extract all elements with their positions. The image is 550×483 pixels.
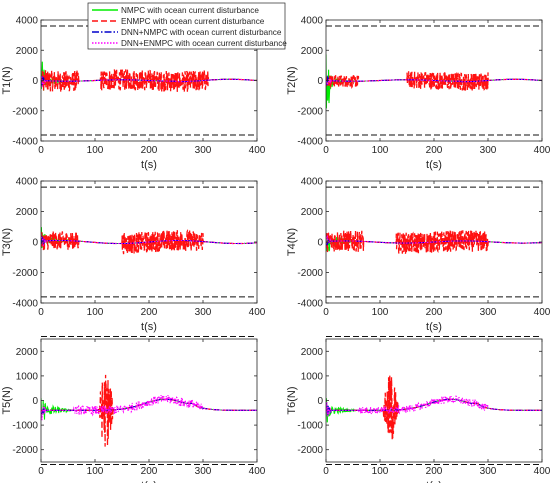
ytick-label: 2000 xyxy=(301,347,324,358)
ytick-label: 4000 xyxy=(16,177,39,188)
series-T5-4 xyxy=(41,394,257,421)
legend-label: DNN+NMPC with ocean current disturbance xyxy=(121,28,282,37)
subplot-T2: 0 100 200 300 400 -4000 -2000 0 2000 4000 t(s) T2(N… xyxy=(286,16,550,172)
xtick-label: 0 xyxy=(323,307,329,318)
ytick-label: 1000 xyxy=(16,371,39,382)
ytick-label: -2000 xyxy=(12,268,38,279)
legend-label: NMPC with ocean current disturbance xyxy=(121,6,259,15)
ytick-label: -4000 xyxy=(12,299,38,310)
subplot-T6: 0 100 200 300 400 -2000 -1000 0 1000 2000 t(s) T6(N… xyxy=(286,336,550,483)
ytick-label: 2000 xyxy=(301,46,324,57)
ytick-label: 2000 xyxy=(16,207,39,218)
ytick-label: -4000 xyxy=(297,299,323,310)
ylabel-T3: T3(N) xyxy=(1,228,13,256)
subplot-T3: 0 100 200 300 400 -4000 -2000 0 2000 4000 t(s) T3(N… xyxy=(1,177,266,334)
ytick-label: 0 xyxy=(32,396,38,407)
ytick-label: 0 xyxy=(317,76,323,87)
xtick-label: 0 xyxy=(38,145,44,156)
series-T1-4 xyxy=(41,75,257,88)
xtick-label: 100 xyxy=(372,466,389,477)
xtick-label: 400 xyxy=(249,145,266,156)
ytick-label: 4000 xyxy=(301,177,324,188)
ytick-label: -4000 xyxy=(297,137,323,148)
xtick-label: 300 xyxy=(480,307,497,318)
ytick-label: 4000 xyxy=(301,16,324,27)
xlabel-T5: t(s) xyxy=(141,480,157,483)
xtick-label: 200 xyxy=(141,466,158,477)
xtick-label: 0 xyxy=(38,307,44,318)
xtick-label: 200 xyxy=(426,307,443,318)
xtick-label: 0 xyxy=(323,466,329,477)
xtick-label: 0 xyxy=(323,145,329,156)
ytick-label: 2000 xyxy=(301,207,324,218)
axes-box-T5 xyxy=(40,338,258,463)
xtick-label: 200 xyxy=(426,145,443,156)
ytick-label: -1000 xyxy=(297,421,323,432)
ylabel-T2: T2(N) xyxy=(286,66,298,94)
ytick-label: 2000 xyxy=(16,46,39,57)
legend-label: DNN+ENMPC with ocean current disturbance xyxy=(121,39,287,48)
xtick-label: 400 xyxy=(249,466,266,477)
ytick-label: -2000 xyxy=(12,106,38,117)
xtick-label: 400 xyxy=(249,307,266,318)
ylabel-T4: T4(N) xyxy=(286,228,298,256)
series-T4-4 xyxy=(326,234,542,248)
ylabel-T6: T6(N) xyxy=(286,386,298,414)
legend-box xyxy=(87,2,286,50)
xtick-label: 200 xyxy=(141,307,158,318)
ytick-label: 0 xyxy=(317,238,323,249)
ylabel-T1: T1(N) xyxy=(1,66,13,94)
ytick-label: -4000 xyxy=(12,137,38,148)
ytick-label: 2000 xyxy=(16,347,39,358)
xlabel-T1: t(s) xyxy=(141,159,157,171)
xtick-label: 100 xyxy=(372,145,389,156)
xlabel-T3: t(s) xyxy=(141,321,157,333)
xtick-label: 0 xyxy=(38,466,44,477)
ylabel-T5: T5(N) xyxy=(1,386,13,414)
xlabel-T6: t(s) xyxy=(426,480,442,483)
ytick-label: -2000 xyxy=(297,268,323,279)
ytick-label: 0 xyxy=(317,396,323,407)
xtick-label: 400 xyxy=(534,145,550,156)
legend-label: ENMPC with ocean current disturbance xyxy=(121,17,265,26)
subplot-T5: 0 100 200 300 400 -2000 -1000 0 1000 2000 t(s) T5(N… xyxy=(1,336,266,483)
series-T6-4 xyxy=(326,394,542,417)
ytick-label: 1000 xyxy=(301,371,324,382)
series-T6-3 xyxy=(326,398,542,416)
ytick-label: -2000 xyxy=(297,445,323,456)
xtick-label: 100 xyxy=(372,307,389,318)
ytick-label: 0 xyxy=(32,238,38,249)
series-T2-3 xyxy=(326,75,542,87)
xtick-label: 100 xyxy=(87,145,104,156)
xtick-label: 100 xyxy=(87,466,104,477)
xtick-label: 100 xyxy=(87,307,104,318)
xtick-label: 300 xyxy=(195,307,212,318)
ytick-label: 4000 xyxy=(16,16,39,27)
subplot-T4: 0 100 200 300 400 -4000 -2000 0 2000 4000 t(s) T4(N… xyxy=(286,177,550,334)
xlabel-T4: t(s) xyxy=(426,321,442,333)
xtick-label: 300 xyxy=(195,145,212,156)
xtick-label: 300 xyxy=(195,466,212,477)
legend: NMPC with ocean current disturbance ENMPC… xyxy=(87,2,287,50)
xtick-label: 300 xyxy=(480,145,497,156)
series-T3-4 xyxy=(41,233,257,247)
ytick-label: 0 xyxy=(32,76,38,87)
xtick-label: 200 xyxy=(426,466,443,477)
xtick-label: 200 xyxy=(141,145,158,156)
xtick-label: 300 xyxy=(480,466,497,477)
ytick-label: -2000 xyxy=(12,445,38,456)
xtick-label: 400 xyxy=(534,466,550,477)
series-T6-2 xyxy=(326,375,542,440)
ytick-label: -2000 xyxy=(297,106,323,117)
xlabel-T2: t(s) xyxy=(426,159,442,171)
ytick-label: -1000 xyxy=(12,421,38,432)
xtick-label: 400 xyxy=(534,307,550,318)
